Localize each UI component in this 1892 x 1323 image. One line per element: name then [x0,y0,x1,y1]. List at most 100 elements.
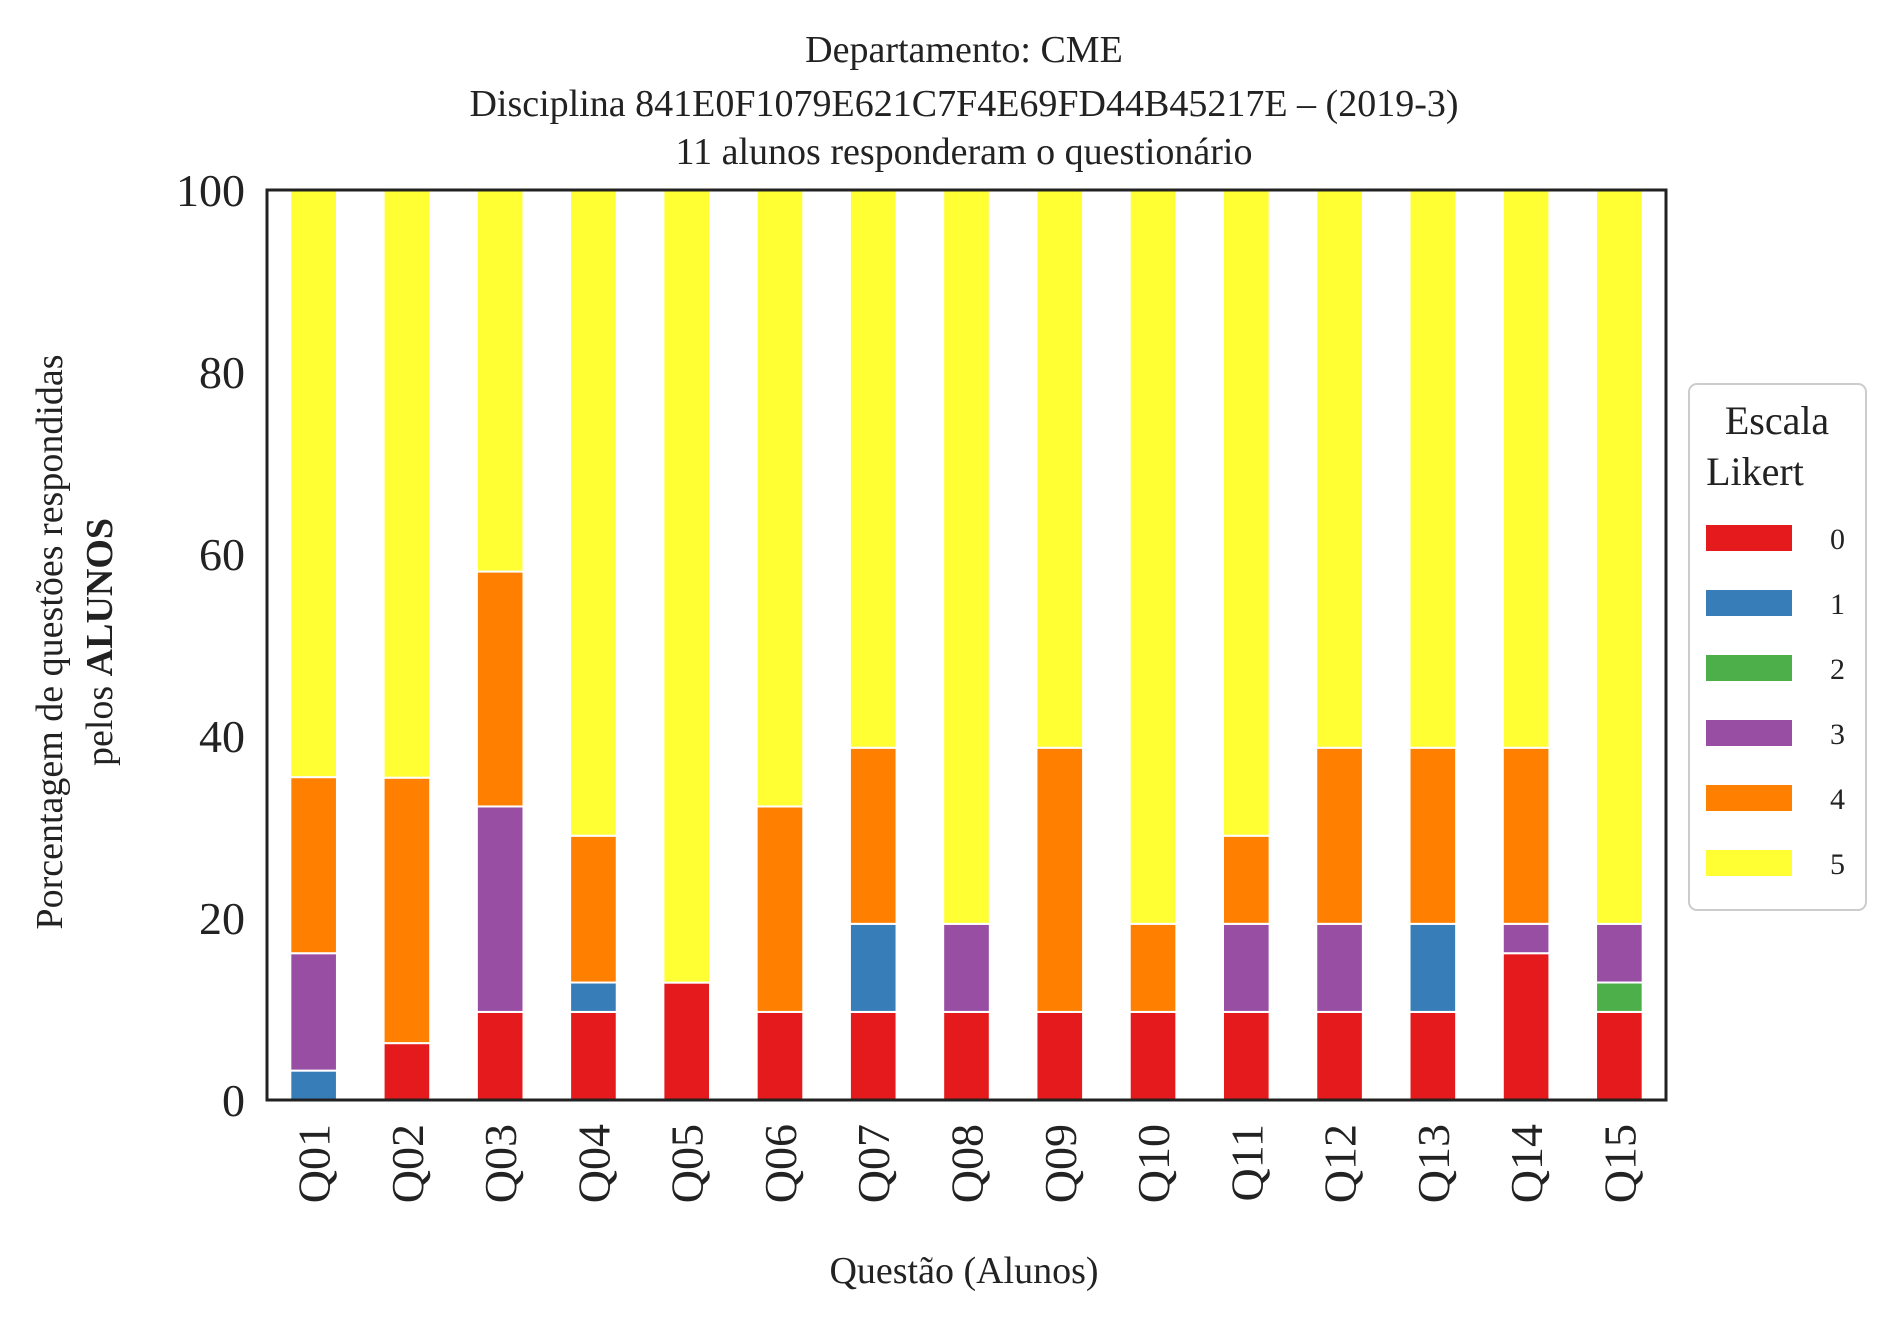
bar-segment-q14-likert-5 [1501,189,1551,749]
bar-segment-q05-likert-5 [662,189,712,984]
bar-segment-q15-likert-0 [1595,1010,1644,1101]
bar-segment-q01-likert-4 [289,776,338,955]
y-tick-label: 0 [222,1075,245,1126]
x-tick-label-q12: Q12 [1315,1124,1366,1203]
x-axis-title: Questão (Alunos) [829,1250,1098,1292]
bar-segment-q14-likert-0 [1501,952,1551,1101]
bar-segment-q07-likert-5 [848,189,898,749]
title-line-2: Disciplina 841E0F1079E621C7F4E69FD44B452… [469,83,1458,125]
legend-swatch-2 [1706,655,1792,681]
bar-segment-q13-likert-4 [1408,746,1458,925]
bar-segment-q09-likert-4 [1035,746,1085,1013]
title-line-1: Departamento: CME [805,29,1123,71]
bar-stack-q07 [848,189,898,1101]
legend-label-2: 2 [1830,653,1845,686]
bar-segment-q13-likert-0 [1408,1010,1458,1101]
x-tick-label-q08: Q08 [942,1124,993,1203]
x-axis: Q01 Q02 Q03 Q04 Q05 Q06 Q07 Q08 Q09 Q10 Q11 Q12 Q13 Q… [289,1124,1646,1203]
legend-items: 0 1 2 3 4 5 [1706,523,1845,881]
bar-segment-q04-likert-4 [569,834,618,984]
bar-segment-q06-likert-4 [755,805,805,1013]
legend-box [1688,383,1867,911]
y-tick-label: 80 [199,347,245,398]
y-axis-title-line-1: Porcentagem de questões respondidas [29,354,71,929]
bar-segment-q04-likert-1 [569,981,618,1013]
x-tick-label-q04: Q04 [568,1124,619,1203]
x-tick-label-q02: Q02 [382,1124,433,1203]
legend-title-line-2: Likert [1706,449,1804,494]
legend-item-2: 2 [1706,653,1845,686]
bar-segment-q15-likert-3 [1595,922,1644,984]
bar-segment-q09-likert-5 [1035,189,1085,749]
bar-segment-q07-likert-0 [848,1010,898,1101]
bar-segment-q03-likert-0 [475,1010,525,1101]
x-tick-label-q03: Q03 [475,1124,526,1203]
bar-segment-q10-likert-4 [1128,922,1178,1013]
chart-title: Departamento: CME Disciplina 841E0F1079E… [469,29,1458,173]
y-axis: 0 20 40 60 80 100 [176,165,245,1126]
bar-stack-q14 [1501,189,1551,1101]
bar-stack-q04 [569,189,618,1101]
bar-segment-q14-likert-4 [1501,746,1551,925]
y-tick-label: 100 [176,165,245,216]
x-tick-label-q09: Q09 [1035,1124,1086,1203]
bar-segment-q08-likert-3 [942,922,991,1013]
x-tick-label-q05: Q05 [662,1124,713,1203]
bar-segment-q02-likert-0 [382,1042,432,1101]
legend-item-1: 1 [1706,588,1845,621]
bar-stack-q02 [382,189,432,1101]
bar-segment-q08-likert-5 [942,189,991,925]
legend-label-5: 5 [1830,848,1845,881]
legend-label-3: 3 [1830,718,1845,751]
legend-label-1: 1 [1830,588,1845,621]
bar-segment-q01-likert-1 [289,1069,338,1102]
bar-segment-q10-likert-0 [1128,1010,1178,1101]
legend-label-4: 4 [1830,783,1845,816]
x-tick-label-q10: Q10 [1128,1124,1179,1203]
bar-segment-q03-likert-4 [475,570,525,808]
legend-swatch-0 [1706,525,1792,551]
bar-segment-q02-likert-4 [382,776,432,1045]
bar-segment-q15-likert-5 [1595,189,1644,925]
x-tick-label-q11: Q11 [1221,1124,1272,1202]
legend-item-5: 5 [1706,848,1845,881]
x-tick-label-q01: Q01 [289,1124,340,1203]
bar-segment-q04-likert-0 [569,1010,618,1101]
legend-swatch-5 [1706,850,1792,876]
bar-segment-q12-likert-5 [1315,189,1364,749]
bar-segment-q13-likert-1 [1408,922,1458,1013]
legend-title-line-1: Escala [1725,398,1830,443]
x-tick-label-q14: Q14 [1501,1124,1552,1203]
title-line-3: 11 alunos responderam o questionário [676,131,1253,173]
bar-segment-q08-likert-0 [942,1010,991,1101]
y-tick-label: 40 [199,711,245,762]
plot-area-frame [265,188,1668,1102]
y-tick-label: 20 [199,893,245,944]
bar-segment-q09-likert-0 [1035,1010,1085,1101]
bar-segment-q12-likert-4 [1315,746,1364,925]
bar-segment-q15-likert-2 [1595,981,1644,1013]
x-tick-label-q15: Q15 [1594,1124,1645,1203]
legend-label-0: 0 [1830,523,1845,556]
bar-stack-q03 [475,189,525,1101]
bar-segment-q05-likert-0 [662,981,712,1101]
bar-segment-q14-likert-3 [1501,922,1551,955]
bar-segment-q07-likert-1 [848,922,898,1013]
bar-segment-q01-likert-5 [289,189,338,779]
y-axis-title-bold: ALUNOS [79,518,121,676]
bar-stack-q13 [1408,189,1458,1101]
bar-segment-q07-likert-4 [848,746,898,925]
bar-stack-q06 [755,189,805,1101]
bars-layer [289,189,1644,1102]
bar-segment-q02-likert-5 [382,189,432,779]
bar-segment-q13-likert-5 [1408,189,1458,749]
bar-stack-q08 [942,189,991,1101]
bar-segment-q10-likert-5 [1128,189,1178,925]
bar-segment-q11-likert-3 [1221,922,1271,1013]
y-axis-title-prefix: pelos [79,676,121,766]
bar-segment-q11-likert-0 [1221,1010,1271,1101]
bar-segment-q12-likert-0 [1315,1010,1364,1101]
bar-segment-q06-likert-0 [755,1010,805,1101]
bar-segment-q11-likert-5 [1221,189,1271,837]
legend-item-4: 4 [1706,783,1845,816]
